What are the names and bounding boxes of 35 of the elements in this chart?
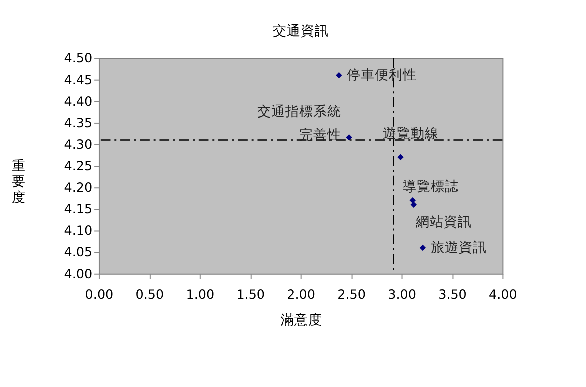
annotation: 導覽標誌: [403, 178, 460, 195]
y-axis-title: 重要度: [12, 158, 26, 206]
annotation: 遊覽動線: [383, 126, 440, 142]
x-tick-label: 3.00: [388, 288, 416, 303]
point: [410, 202, 417, 208]
y-tick-label: 4.15: [64, 202, 93, 218]
y-tick-label: 4.35: [64, 116, 93, 132]
x-tick-label: 0.00: [85, 288, 114, 303]
y-tick-label: 4.50: [64, 52, 93, 67]
annotation: 交通指標系統完善性: [257, 104, 342, 144]
annotation: 旅遊資訊: [430, 240, 487, 256]
x-tick-label: 1.00: [186, 288, 215, 303]
x-tick-label: 4.00: [489, 288, 518, 303]
y-tick-label: 4.20: [64, 181, 93, 196]
x-tick-label: 2.50: [338, 288, 366, 303]
annotation: 網站資訊: [414, 214, 472, 230]
x-tick-label: 0.50: [136, 288, 164, 303]
y-tick-label: 4.05: [64, 246, 93, 261]
x-axis-title: 滿意度: [280, 312, 322, 328]
chart-title: 交通資訊: [272, 24, 329, 40]
x-tick-label: 2.00: [287, 288, 316, 303]
annotation: 停車便利性: [347, 67, 418, 84]
point: [420, 244, 426, 252]
x-tick-label: 3.50: [438, 288, 467, 303]
y-tick-label: 4.45: [64, 73, 93, 88]
point: [336, 72, 342, 79]
point: [346, 134, 352, 141]
y-tick-label: 4.10: [64, 224, 93, 240]
point: [410, 197, 416, 204]
y-tick-label: 4.30: [64, 138, 93, 153]
point: [398, 154, 404, 161]
y-tick-label: 4.00: [64, 267, 93, 282]
x-tick-label: 1.50: [236, 288, 266, 303]
y-tick-label: 4.25: [64, 159, 93, 174]
y-tick-label: 4.40: [64, 94, 93, 110]
